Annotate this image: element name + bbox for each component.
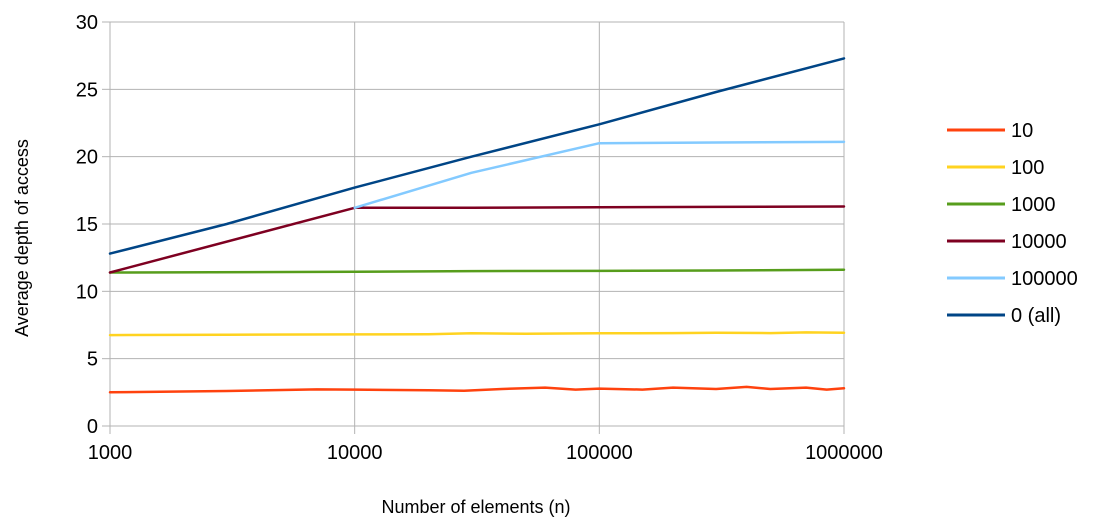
y-axis-title: Average depth of access xyxy=(12,139,32,337)
y-tick-label: 10 xyxy=(76,281,98,303)
series-line-0 xyxy=(108,385,846,394)
x-tick-label: 1000 xyxy=(88,442,133,464)
legend-label: 0 (all) xyxy=(1011,305,1061,327)
legend: 10 100 1000 10000 100000 0 (all) xyxy=(947,120,1078,327)
axes xyxy=(102,21,845,434)
series-line-4 xyxy=(353,140,846,210)
tick-labels: 0 5 10 15 20 25 30 1000 10000 100000 1000000 xyxy=(76,12,883,464)
legend-label: 10000 xyxy=(1011,231,1067,253)
legend-label: 100000 xyxy=(1011,268,1078,290)
x-tick-label: 10000 xyxy=(327,442,383,464)
series-line-1 xyxy=(108,331,846,337)
y-tick-label: 15 xyxy=(76,214,98,236)
y-tick-label: 20 xyxy=(76,147,98,169)
y-tick-label: 25 xyxy=(76,79,98,101)
x-tick-label: 100000 xyxy=(566,442,633,464)
grid-lines xyxy=(109,21,845,427)
series-line-3 xyxy=(108,205,846,274)
y-tick-label: 5 xyxy=(87,349,98,371)
series-lines xyxy=(108,57,846,394)
series-line-5 xyxy=(108,57,846,255)
legend-label: 1000 xyxy=(1011,194,1056,216)
x-axis-title: Number of elements (n) xyxy=(381,497,570,517)
legend-label: 100 xyxy=(1011,157,1044,179)
series-line-2 xyxy=(108,268,846,274)
y-tick-label: 0 xyxy=(87,416,98,438)
y-tick-label: 30 xyxy=(76,12,98,34)
x-tick-label: 1000000 xyxy=(805,442,883,464)
legend-label: 10 xyxy=(1011,120,1033,142)
